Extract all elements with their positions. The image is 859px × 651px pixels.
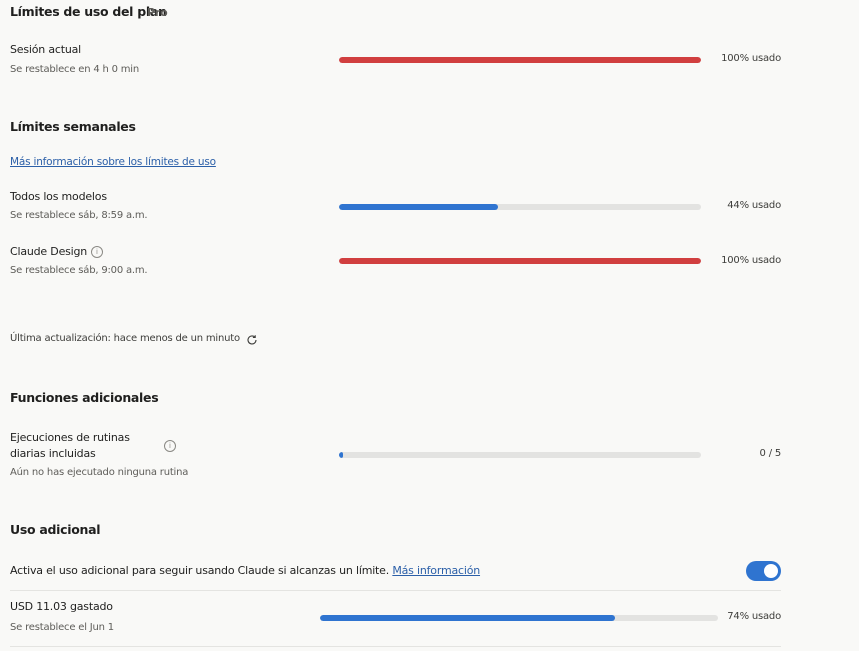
progress-fill bbox=[339, 204, 499, 210]
usage-label: 74% usado bbox=[727, 611, 781, 622]
limit-label: Todos los modelos bbox=[10, 190, 107, 203]
section-title: Funciones adicionales bbox=[10, 390, 159, 405]
spent-reset: Se restablece el Jun 1 bbox=[10, 622, 114, 633]
usage-label: 0 / 5 bbox=[759, 448, 782, 459]
info-icon[interactable]: i bbox=[164, 440, 176, 452]
info-link[interactable]: Más información sobre los límites de uso bbox=[10, 156, 216, 168]
routine-detail: Aún no has ejecutado ninguna rutina bbox=[10, 467, 189, 478]
extra-description: Activa el uso adicional para seguir usan… bbox=[10, 564, 390, 577]
toggle[interactable] bbox=[746, 561, 781, 581]
progress-track bbox=[339, 204, 701, 210]
divider bbox=[10, 590, 781, 591]
title: Límites de uso del plan bbox=[10, 4, 167, 19]
routine-label: Ejecuciones de rutinas diarias incluidas bbox=[10, 431, 130, 460]
progress-fill bbox=[339, 57, 701, 63]
usage-label: 100% usado bbox=[721, 255, 781, 266]
spent-label: USD 11.03 gastado bbox=[10, 600, 113, 613]
progress-track bbox=[339, 452, 701, 458]
plan-badge: Pro bbox=[147, 6, 168, 19]
progress-fill bbox=[339, 258, 701, 264]
session-reset: Se restablece en 4 h 0 min bbox=[10, 64, 140, 75]
progress-track bbox=[339, 258, 701, 264]
limit-reset: Se restablece sáb, 9:00 a.m. bbox=[10, 265, 148, 276]
last-updated: Última actualización: hace menos de un m… bbox=[10, 333, 240, 344]
info-link[interactable]: Más información bbox=[392, 564, 481, 577]
progress-fill bbox=[339, 452, 343, 458]
session-label: Sesión actual bbox=[10, 43, 82, 56]
usage-label: 44% usado bbox=[727, 200, 781, 211]
info-icon[interactable]: i bbox=[91, 246, 103, 258]
toggle-knob bbox=[764, 564, 778, 578]
progress-fill bbox=[320, 615, 615, 621]
extra-text: Activa el uso adicional para seguir usan… bbox=[10, 563, 480, 579]
usage-label: 100% usado bbox=[721, 53, 781, 64]
divider bbox=[10, 646, 781, 647]
refresh-icon[interactable] bbox=[246, 334, 258, 346]
progress-track bbox=[339, 57, 701, 63]
limit-label: Claude Design bbox=[10, 245, 88, 258]
section-title: Límites semanales bbox=[10, 119, 136, 134]
section-title: Uso adicional bbox=[10, 522, 101, 537]
limit-reset: Se restablece sáb, 8:59 a.m. bbox=[10, 210, 148, 221]
progress-track bbox=[320, 615, 718, 621]
